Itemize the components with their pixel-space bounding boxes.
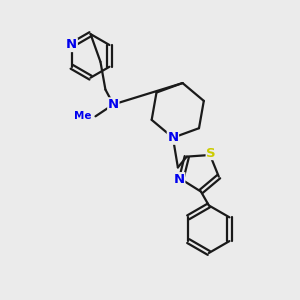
Text: N: N — [66, 38, 77, 52]
Text: Me: Me — [74, 111, 92, 121]
Text: N: N — [167, 131, 178, 144]
Text: S: S — [206, 146, 216, 160]
Text: N: N — [174, 173, 185, 186]
Text: N: N — [108, 98, 119, 111]
